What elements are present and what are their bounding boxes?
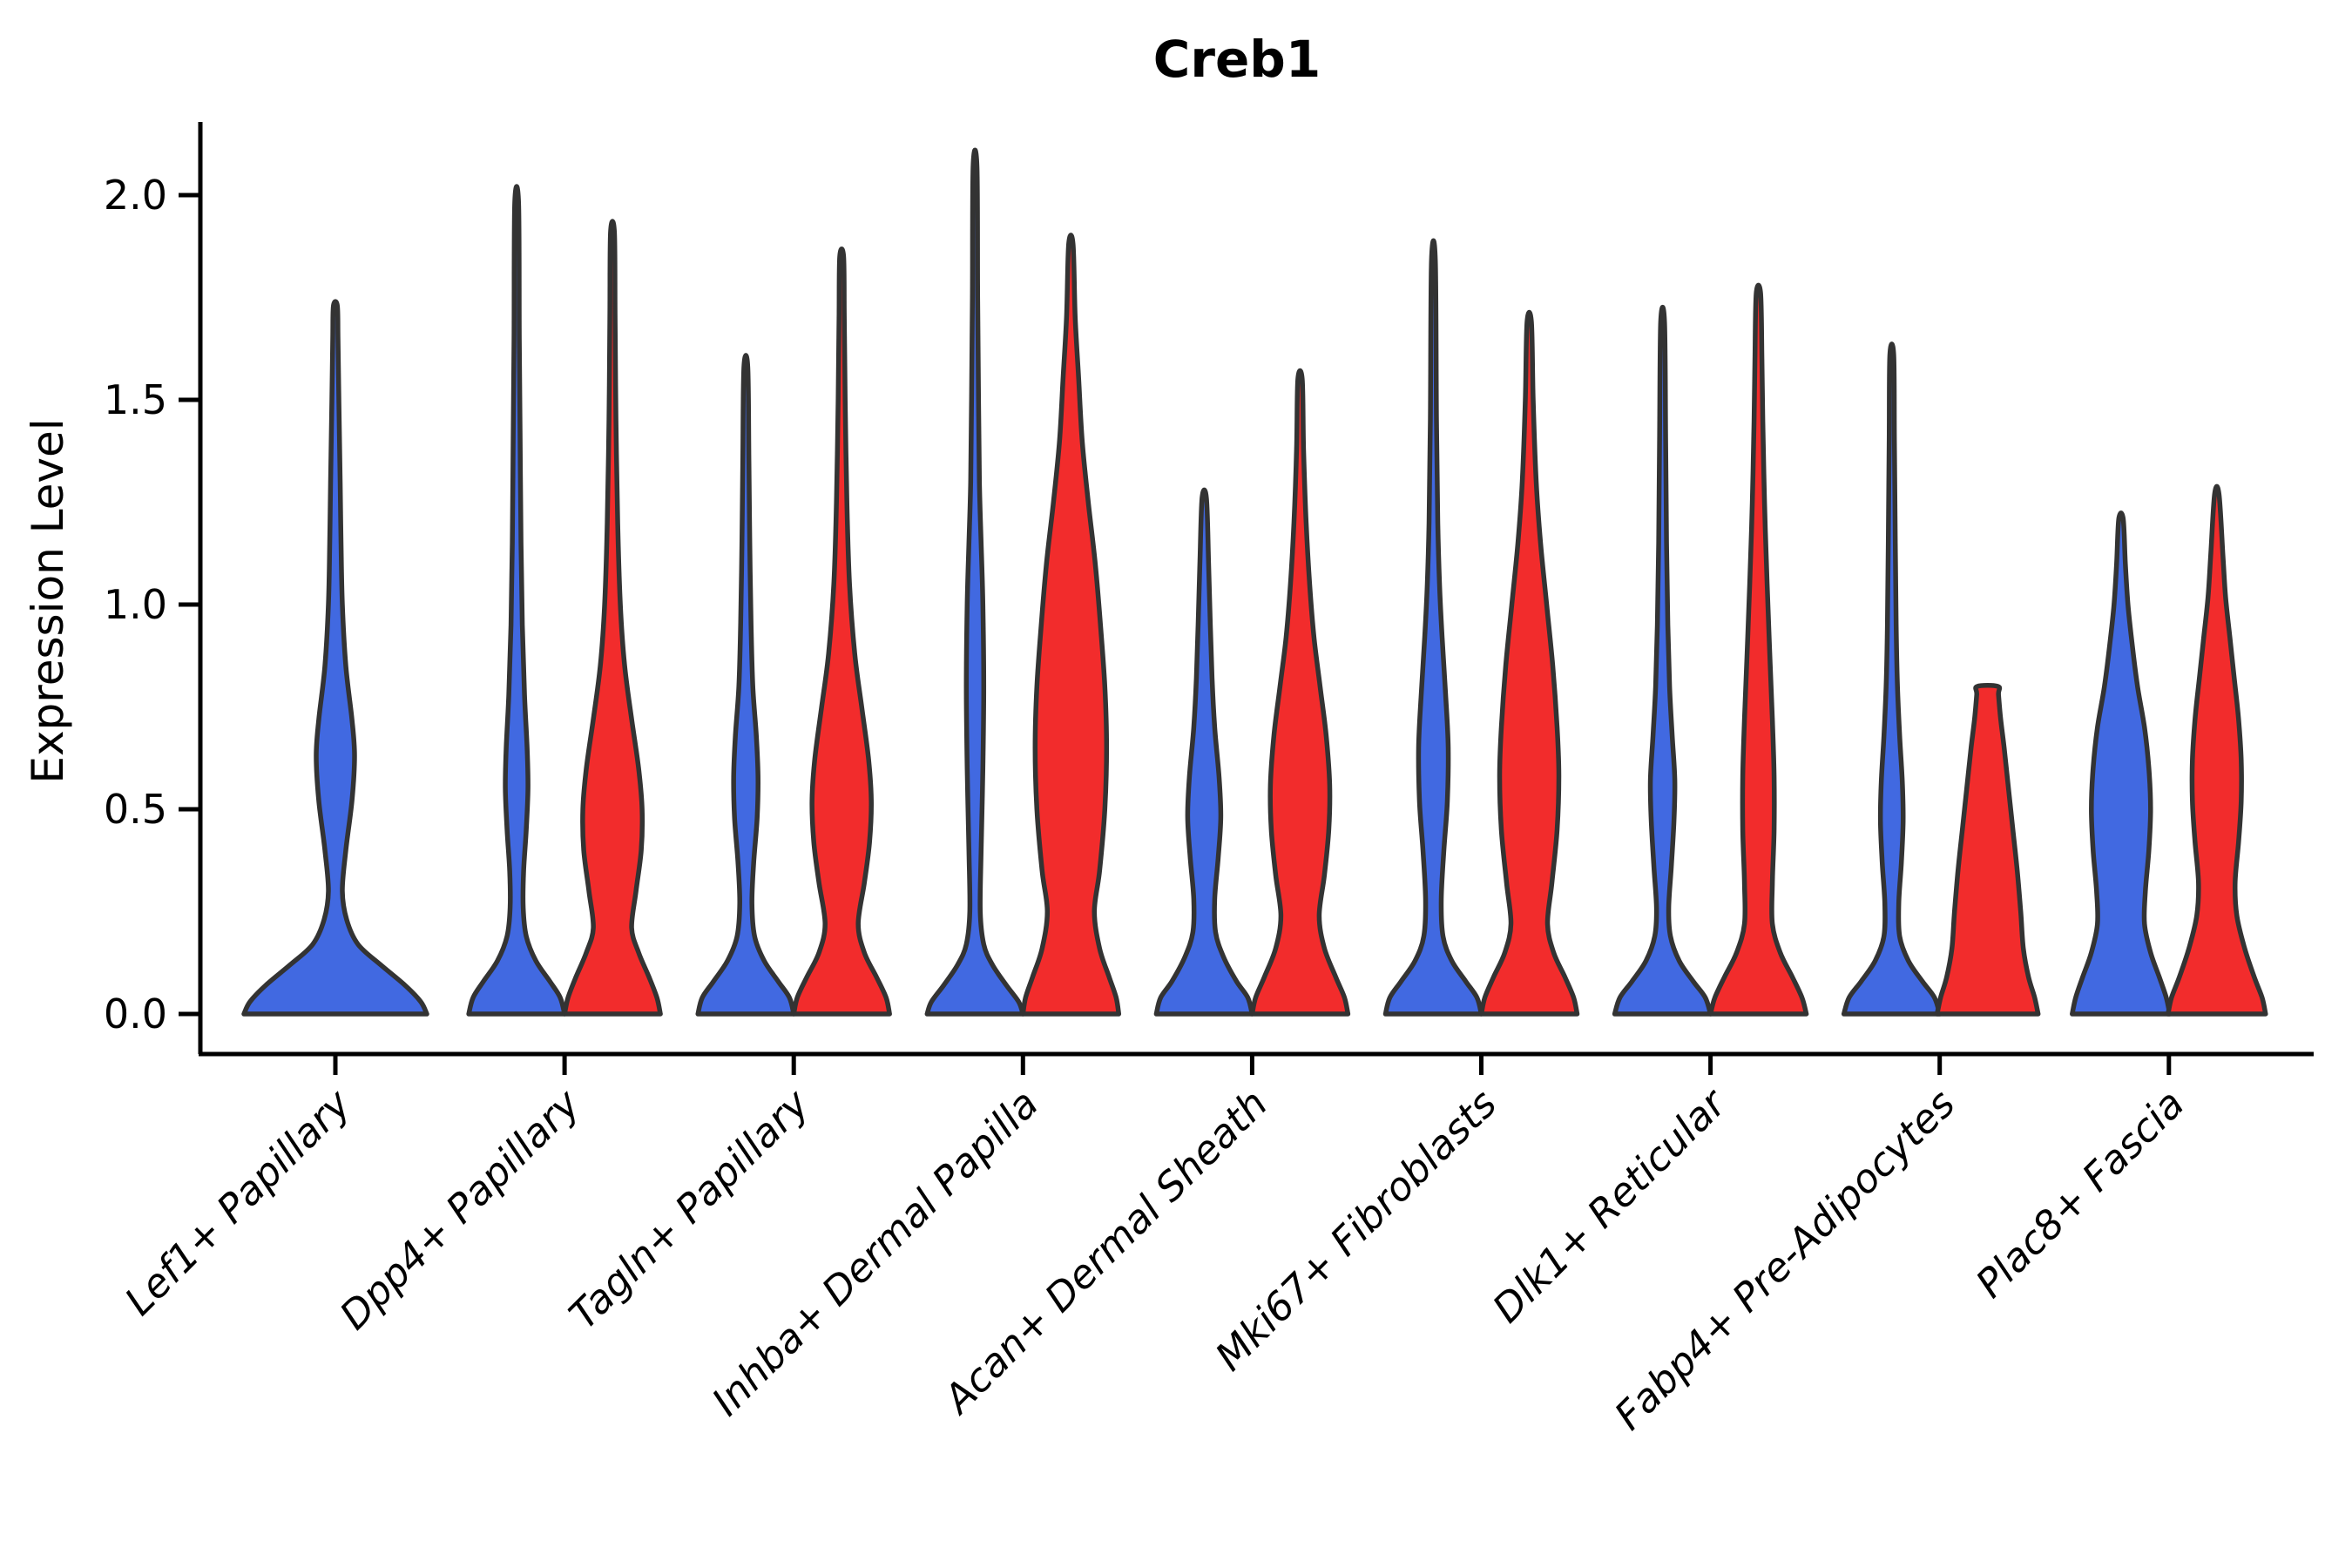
- violins-layer: [241, 147, 2268, 1017]
- y-tick-label: 1.0: [104, 581, 167, 628]
- y-tick-label: 2.0: [104, 172, 167, 219]
- violin-tagln-papillary-red: [791, 246, 892, 1017]
- violin-tagln-papillary-blue: [695, 353, 796, 1017]
- x-tick-label: Dlk1+ Reticular: [1484, 1079, 1736, 1332]
- violin-inhba-dermal-papilla-red: [1020, 233, 1122, 1017]
- x-tick-label: Dpp4+ Papillary: [331, 1079, 590, 1338]
- violin-mki67-fibroblasts-blue: [1382, 238, 1484, 1017]
- violin-inhba-dermal-papilla-blue: [924, 147, 1026, 1017]
- violin-dlk1-reticular-red: [1707, 282, 1809, 1017]
- violin-dpp4-papillary-red: [562, 219, 663, 1017]
- x-tick-label: Plac8+ Fascia: [1967, 1080, 2193, 1307]
- violin-dlk1-reticular-blue: [1612, 304, 1713, 1017]
- violin-acan-dermal-sheath-red: [1249, 368, 1351, 1017]
- x-tick-label: Lef1+ Papillary: [116, 1079, 361, 1324]
- violin-plac8-fascia-blue: [2070, 510, 2173, 1017]
- violin-plac8-fascia-red: [2166, 483, 2268, 1017]
- violin-mki67-fibroblasts-red: [1478, 309, 1580, 1017]
- violin-fabp4-pre-adipocytes-red: [1934, 683, 2041, 1017]
- y-tick-label: 0.0: [104, 990, 167, 1037]
- x-tick-label: Tagln+ Papillary: [560, 1079, 819, 1338]
- y-axis-label: Expression Level: [23, 418, 73, 783]
- y-tick-label: 1.5: [104, 376, 167, 423]
- violin-dpp4-papillary-blue: [466, 184, 567, 1017]
- violin-acan-dermal-sheath-blue: [1153, 487, 1255, 1017]
- y-tick-label: 0.5: [104, 786, 167, 833]
- violin-lef1-papillary-blue: [241, 299, 429, 1017]
- violin-fabp4-pre-adipocytes-blue: [1841, 341, 1943, 1017]
- chart-title: Creb1: [1153, 30, 1321, 89]
